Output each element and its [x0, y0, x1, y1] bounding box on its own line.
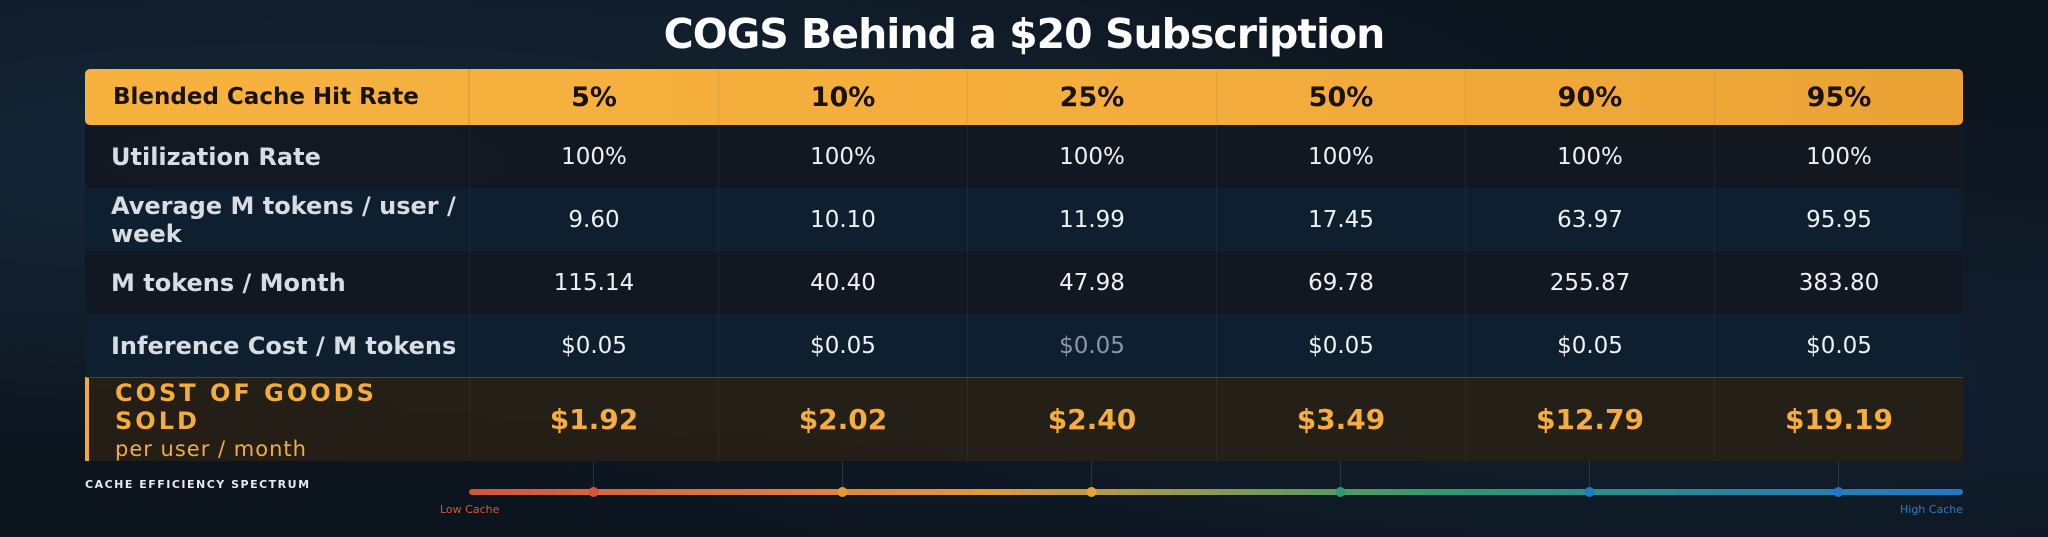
table-cell: 383.80 — [1714, 251, 1963, 314]
table-row: Average M tokens / user / week 9.60 10.1… — [85, 188, 1963, 251]
header-column: 25% — [967, 69, 1216, 125]
cogs-value: $2.02 — [718, 378, 967, 461]
spectrum-marker — [588, 487, 599, 497]
cogs-value: $2.40 — [967, 378, 1216, 461]
cogs-value: $1.92 — [469, 378, 718, 461]
header-column: 10% — [718, 69, 967, 125]
high-cache-label: High Cache — [1900, 503, 1963, 516]
table-cell: 115.14 — [469, 251, 718, 314]
cogs-label: COST OF GOODS SOLD per user / month — [89, 378, 469, 461]
table-cell: $0.05 — [967, 314, 1216, 377]
table-cell: $0.05 — [1465, 314, 1714, 377]
table-row: Inference Cost / M tokens $0.05 $0.05 $0… — [85, 314, 1963, 377]
cogs-subtitle: per user / month — [115, 436, 307, 461]
table-cell: $0.05 — [1216, 314, 1465, 377]
header-column: 5% — [469, 69, 718, 125]
table-cell: 255.87 — [1465, 251, 1714, 314]
cogs-row: COST OF GOODS SOLD per user / month $1.9… — [85, 377, 1963, 461]
table-cell: 95.95 — [1714, 188, 1963, 251]
spectrum-marker — [1584, 487, 1595, 497]
spectrum-marker — [1335, 487, 1346, 497]
table-cell: $0.05 — [1714, 314, 1963, 377]
table-cell: 11.99 — [967, 188, 1216, 251]
row-label: Utilization Rate — [111, 142, 321, 171]
spectrum-label: CACHE EFFICIENCY SPECTRUM — [85, 478, 311, 491]
cogs-table: Blended Cache Hit Rate 5% 10% 25% 50% 90… — [85, 69, 1963, 461]
table-cell: 63.97 — [1465, 188, 1714, 251]
table-header-row: Blended Cache Hit Rate 5% 10% 25% 50% 90… — [85, 69, 1963, 125]
cogs-value: $3.49 — [1216, 378, 1465, 461]
table-row: Utilization Rate 100% 100% 100% 100% 100… — [85, 125, 1963, 188]
cogs-value: $12.79 — [1465, 378, 1714, 461]
table-cell: $0.05 — [718, 314, 967, 377]
table-cell: 100% — [469, 125, 718, 188]
spectrum-track — [469, 489, 1963, 495]
spectrum-marker — [1833, 487, 1844, 497]
table-cell: 9.60 — [469, 188, 718, 251]
cogs-title: COST OF GOODS SOLD — [115, 378, 377, 435]
table-cell: 100% — [1465, 125, 1714, 188]
row-label: Average M tokens / user / week — [111, 191, 456, 248]
table-cell: 40.40 — [718, 251, 967, 314]
table-row: M tokens / Month 115.14 40.40 47.98 69.7… — [85, 251, 1963, 314]
table-cell: 17.45 — [1216, 188, 1465, 251]
row-label: M tokens / Month — [111, 268, 346, 297]
table-cell: 100% — [1714, 125, 1963, 188]
table-cell: 10.10 — [718, 188, 967, 251]
table-cell: 100% — [1216, 125, 1465, 188]
table-cell: 100% — [718, 125, 967, 188]
table-cell: 69.78 — [1216, 251, 1465, 314]
table-cell: $0.05 — [469, 314, 718, 377]
page-title: COGS Behind a $20 Subscription — [663, 10, 1386, 58]
header-column: 95% — [1714, 69, 1963, 125]
row-label: Inference Cost / M tokens — [111, 331, 457, 360]
table-cell: 47.98 — [967, 251, 1216, 314]
cogs-value: $19.19 — [1714, 378, 1963, 461]
header-column: 50% — [1216, 69, 1465, 125]
header-column: 90% — [1465, 69, 1714, 125]
low-cache-label: Low Cache — [440, 503, 500, 516]
header-label: Blended Cache Hit Rate — [85, 69, 469, 125]
spectrum-marker — [1086, 487, 1097, 497]
table-cell: 100% — [967, 125, 1216, 188]
spectrum-marker — [837, 487, 848, 497]
